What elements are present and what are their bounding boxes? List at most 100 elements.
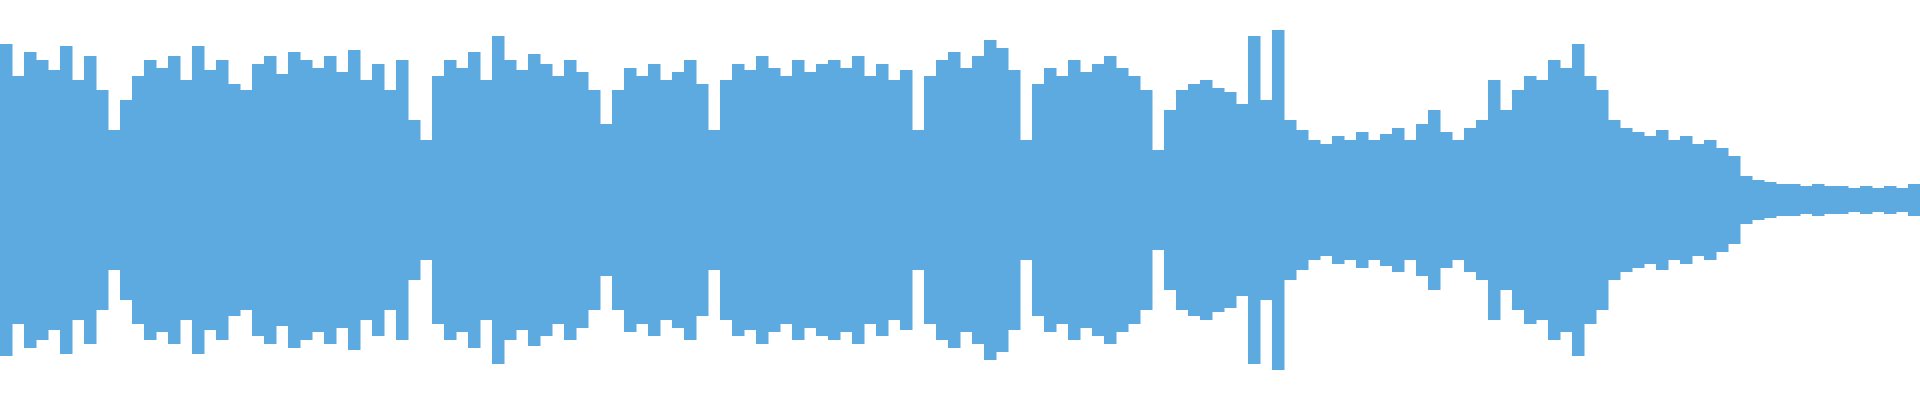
waveform-segment xyxy=(1224,92,1237,308)
waveform-segment xyxy=(1080,72,1093,328)
waveform-segment xyxy=(1164,110,1177,290)
waveform-segment xyxy=(1140,90,1153,310)
waveform-segment xyxy=(1404,140,1417,260)
waveform-segment xyxy=(924,76,937,324)
waveform-segment xyxy=(0,44,13,356)
waveform-segment xyxy=(1764,182,1777,218)
waveform-segment xyxy=(408,120,421,280)
waveform-segment xyxy=(828,60,841,340)
waveform-segment xyxy=(972,56,985,344)
waveform-segment xyxy=(372,64,385,336)
waveform-segment xyxy=(228,84,241,316)
waveform-segment xyxy=(1320,144,1333,256)
waveform-segment xyxy=(492,36,505,364)
waveform-segment xyxy=(1476,120,1489,280)
waveform-segment xyxy=(756,56,769,344)
waveform-segment xyxy=(864,76,877,324)
waveform-segment xyxy=(744,70,757,330)
waveform-segment xyxy=(876,64,889,336)
waveform-segment xyxy=(1644,136,1657,264)
waveform-segment xyxy=(600,124,613,276)
waveform-segment xyxy=(1296,130,1309,270)
waveform-segment xyxy=(24,52,37,348)
waveform-segment xyxy=(1440,132,1453,268)
waveform-segment xyxy=(1716,148,1729,252)
waveform-segment xyxy=(1632,132,1645,268)
waveform-segment xyxy=(108,130,121,270)
waveform-segment xyxy=(1668,140,1681,260)
waveform-segment xyxy=(156,68,169,332)
waveform-segment xyxy=(888,80,901,320)
waveform-segment xyxy=(1056,76,1069,324)
waveform-segment xyxy=(1368,140,1381,260)
waveform-segment xyxy=(984,40,997,360)
waveform-segment xyxy=(1332,136,1345,264)
waveform-segment xyxy=(1308,140,1321,260)
waveform-segment xyxy=(516,70,529,330)
waveform-segment xyxy=(1200,80,1213,320)
waveform-segment xyxy=(684,60,697,340)
waveform-segment xyxy=(1092,64,1105,336)
waveform-segment xyxy=(1824,186,1837,214)
waveform-segment xyxy=(732,64,745,336)
waveform-segment xyxy=(1836,186,1849,214)
waveform-segment xyxy=(1380,134,1393,266)
waveform-segment xyxy=(840,68,853,332)
waveform-segment xyxy=(636,76,649,324)
waveform-segment xyxy=(960,68,973,332)
waveform-segment xyxy=(480,80,493,320)
waveform-segment xyxy=(576,72,589,328)
waveform-segment xyxy=(816,64,829,336)
waveform-segment xyxy=(180,80,193,320)
waveform-segment xyxy=(1068,60,1081,340)
waveform-segment xyxy=(1584,76,1597,324)
waveform-segment xyxy=(1848,188,1861,212)
waveform-segment xyxy=(1872,188,1885,212)
waveform-segment xyxy=(1272,30,1285,370)
waveform-segment xyxy=(1344,140,1357,260)
waveform-segment xyxy=(1032,84,1045,316)
waveform-segment xyxy=(324,56,337,344)
waveform-segment xyxy=(144,60,157,340)
waveform-segment xyxy=(1788,184,1801,216)
waveform-segment xyxy=(1392,128,1405,272)
waveform-segment xyxy=(252,64,265,336)
waveform-segment xyxy=(1176,90,1189,310)
waveform-segment xyxy=(768,68,781,332)
waveform-segment xyxy=(1428,110,1441,290)
waveform-segment xyxy=(1488,80,1501,320)
waveform-segment xyxy=(444,60,457,340)
waveform-segment xyxy=(1884,186,1897,214)
waveform-segment xyxy=(288,52,301,348)
waveform-segment xyxy=(1188,84,1201,316)
waveform-segment xyxy=(1104,56,1117,344)
waveform-segment xyxy=(36,60,49,340)
waveform-segment xyxy=(60,46,73,354)
waveform-segment xyxy=(780,76,793,324)
waveform-segment xyxy=(240,90,253,310)
waveform-segment xyxy=(384,90,397,310)
waveform-segment xyxy=(1008,70,1021,330)
waveform-segment xyxy=(84,56,97,344)
waveform-segment xyxy=(360,80,373,320)
waveform-segment xyxy=(420,140,433,260)
waveform-segment xyxy=(624,68,637,332)
waveform-segment xyxy=(1704,140,1717,260)
waveform-segment xyxy=(1692,144,1705,256)
waveform-segment xyxy=(1572,44,1585,356)
waveform-segment xyxy=(1596,90,1609,310)
waveform-segment xyxy=(468,52,481,348)
waveform-segment xyxy=(1452,140,1465,260)
waveform-segment xyxy=(900,70,913,330)
waveform-segment xyxy=(132,76,145,324)
waveform-segment xyxy=(912,130,925,270)
waveform-segment xyxy=(96,90,109,310)
waveform-segment xyxy=(948,52,961,348)
waveform-segment xyxy=(564,60,577,340)
waveform-segment xyxy=(264,56,277,344)
waveform-segment xyxy=(1152,150,1165,250)
waveform-segment xyxy=(1536,80,1549,320)
waveform-segment xyxy=(720,80,733,320)
waveform-segment xyxy=(708,130,721,270)
